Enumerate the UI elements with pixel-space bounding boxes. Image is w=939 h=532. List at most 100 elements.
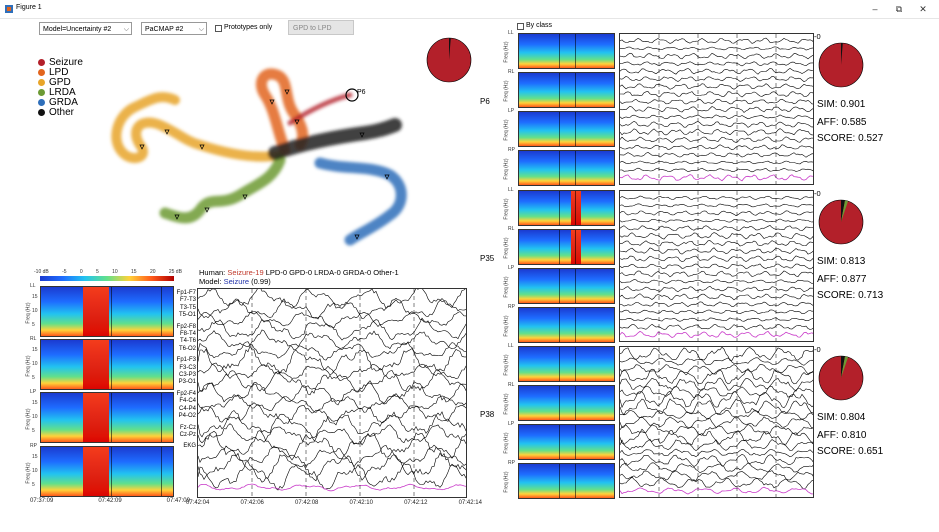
spectrogram[interactable]	[518, 268, 615, 304]
patient-sim-metric: SIM: 0.901	[817, 99, 865, 110]
spectrogram[interactable]	[40, 339, 174, 390]
spectrogram[interactable]	[518, 346, 615, 382]
eeg-trace	[620, 378, 814, 391]
main-eeg-traces[interactable]	[197, 288, 467, 498]
freq-axis-label: Freq (Hz)	[504, 315, 510, 336]
by-class-checkbox[interactable]	[517, 23, 524, 30]
freq-axis-label: Freq (Hz)	[504, 198, 510, 219]
map-select[interactable]: PaCMAP #2 ⌵	[141, 22, 207, 35]
other-cluster	[275, 125, 395, 153]
region-label: RL	[508, 226, 514, 232]
eeg-trace	[620, 241, 814, 247]
spectrogram[interactable]	[40, 392, 174, 443]
eeg-trace	[620, 137, 814, 143]
eeg-trace	[198, 411, 467, 438]
freq-tick: 15	[32, 454, 38, 460]
spectrogram[interactable]	[518, 385, 615, 421]
model-label: Seizure	[224, 277, 249, 286]
eeg-trace	[620, 76, 814, 81]
patient-prediction-pie	[817, 354, 865, 402]
patient-eeg-traces[interactable]	[619, 346, 814, 498]
legend-item: Other	[38, 108, 83, 118]
window-title: Figure 1	[16, 4, 42, 11]
seizure-cluster	[290, 95, 350, 123]
patient-eeg-traces[interactable]	[619, 33, 814, 185]
eeg-trace	[620, 429, 814, 444]
freq-axis-label: Freq (Hz)	[504, 237, 510, 258]
lpd-cluster	[261, 74, 302, 150]
eeg-trace	[620, 264, 814, 269]
legend-swatch	[38, 79, 45, 86]
freq-tick: 15	[32, 400, 38, 406]
spectrogram[interactable]	[40, 286, 174, 337]
eeg-trace	[620, 233, 814, 240]
eeg-trace	[620, 121, 814, 127]
eeg-trace	[198, 318, 467, 340]
eeg-trace	[620, 211, 814, 216]
channel-label: P3-O1	[168, 379, 196, 386]
eeg-trace	[620, 310, 814, 314]
eeg-trace	[620, 152, 814, 157]
prototypes-checkbox[interactable]	[215, 25, 222, 32]
spectrogram[interactable]	[518, 190, 615, 226]
region-label: LL	[508, 187, 514, 193]
patient-score-metric: SCORE: 0.713	[817, 290, 883, 301]
freq-tick: 10	[32, 308, 38, 314]
eeg-time-tick: 07:42:08	[295, 500, 318, 506]
spectrogram[interactable]	[518, 150, 615, 186]
freq-tick: 15	[32, 294, 38, 300]
eeg-time-tick: 07:42:10	[350, 500, 373, 506]
spec-time-tick: 07:42:09	[98, 498, 121, 504]
eeg-trace	[620, 248, 814, 255]
patient-eeg-traces[interactable]	[619, 190, 814, 342]
channel-labels: Fp1-F7 F7-T3 T3-T5 T5-O1 Fp2-F8 F8-T4 T4-T6 T6-…	[168, 290, 196, 451]
close-button[interactable]: ✕	[915, 3, 931, 15]
spec-time-tick: 07:37:09	[30, 498, 53, 504]
spectrogram[interactable]	[40, 446, 174, 497]
model-select[interactable]: Model=Uncertainty #2 ⌵	[39, 22, 132, 35]
eeg-trace	[620, 286, 814, 292]
patient-prediction-pie	[817, 198, 865, 246]
region-label: RP	[508, 304, 515, 310]
spectrogram[interactable]	[518, 33, 615, 69]
eeg-trace	[620, 62, 814, 66]
eeg-trace	[198, 382, 467, 405]
minimize-button[interactable]: –	[867, 3, 883, 15]
region-label: RP	[508, 147, 515, 153]
class-legend: Seizure LPD GPD LRDA GRDA Other	[38, 58, 83, 118]
spectrogram[interactable]	[518, 307, 615, 343]
eeg-trace	[620, 391, 814, 408]
spectrogram[interactable]	[518, 229, 615, 265]
spectrogram[interactable]	[518, 424, 615, 460]
region-label: LP	[508, 108, 514, 114]
colorbar-ticks: -10 dB -5 0 5 10 15 20 25 dB	[34, 269, 182, 275]
by-class-label: By class	[526, 22, 552, 29]
eeg-trace	[620, 280, 814, 284]
eeg-trace	[198, 431, 467, 460]
spectrogram[interactable]	[518, 72, 615, 108]
spectrogram[interactable]	[518, 463, 615, 499]
channel-label: Fp1-F7	[168, 290, 196, 297]
freq-tick: 15	[32, 347, 38, 353]
eeg-trace	[620, 84, 814, 90]
spectrogram[interactable]	[518, 111, 615, 147]
chevron-down-icon: ⌵	[124, 23, 129, 36]
human-seizure-count: Seizure-19	[227, 268, 263, 277]
freq-tick: 10	[32, 361, 38, 367]
main-prediction-pie	[425, 36, 473, 84]
eeg-trace	[620, 324, 814, 330]
freq-tick: 10	[32, 468, 38, 474]
eeg-trace	[620, 129, 814, 136]
patient-id: P35	[480, 254, 494, 263]
legend-swatch	[38, 69, 45, 76]
freq-tick: 5	[32, 482, 35, 488]
eeg-trace	[620, 168, 814, 172]
channel-label: P4-O2	[168, 413, 196, 420]
colorbar-tick: 10	[112, 269, 118, 275]
eeg-trace	[620, 302, 814, 307]
maximize-button[interactable]: ⧉	[891, 3, 907, 15]
embedding-scatter-plot[interactable]: P6	[105, 45, 435, 250]
channel-label: C4-P4	[168, 406, 196, 413]
gpd-to-lpd-button[interactable]: GPD to LPD	[288, 20, 354, 35]
freq-axis-label: Freq (Hz)	[504, 354, 510, 375]
